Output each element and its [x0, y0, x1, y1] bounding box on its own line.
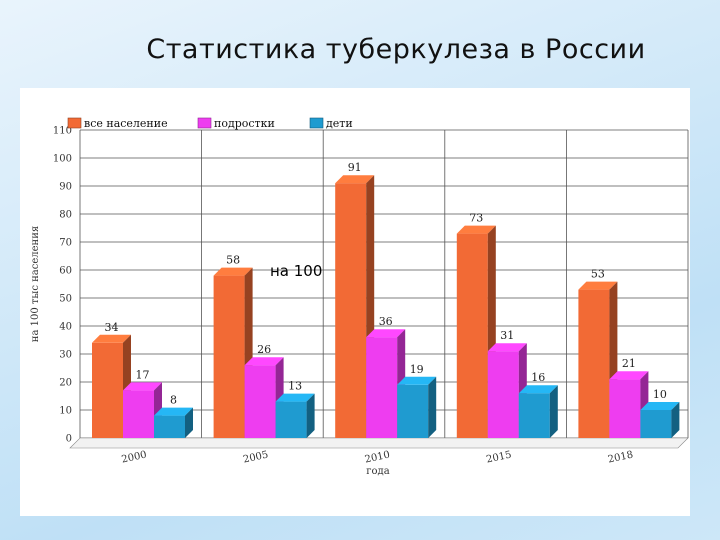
bar-top: [244, 357, 284, 366]
bar: [275, 401, 307, 438]
bar-top: [487, 343, 527, 352]
value-label: 26: [257, 343, 271, 356]
bar: [92, 342, 123, 438]
value-label: 53: [591, 268, 605, 281]
bar-side: [428, 376, 437, 438]
y-tick-label: 30: [59, 350, 72, 361]
value-label: 34: [105, 321, 119, 334]
bar-side: [185, 407, 193, 438]
y-tick-label: 110: [53, 126, 72, 137]
value-label: 31: [500, 329, 514, 342]
y-axis-title: на 100 тыс населения: [30, 226, 41, 342]
y-tick-label: 50: [59, 294, 72, 305]
value-label: 19: [410, 363, 424, 376]
x-tick-label: 2018: [607, 450, 634, 466]
value-label: 16: [531, 371, 545, 384]
y-tick-label: 40: [59, 322, 72, 333]
bar-top: [335, 175, 375, 184]
bar: [244, 365, 276, 438]
bar-top: [123, 382, 162, 391]
bar: [578, 289, 610, 438]
grid: 0 10 20 30 40 50 60 70 80 90 100 110 2000 2005 2010 201…: [53, 126, 689, 466]
bars: [92, 175, 680, 438]
y-tick-label: 80: [59, 210, 72, 221]
x-tick-label: 2000: [121, 450, 148, 466]
bar: [640, 410, 672, 438]
bar: [213, 275, 245, 438]
bar-top: [456, 225, 496, 234]
bar-top: [213, 267, 253, 276]
y-tick-label: 100: [53, 154, 72, 165]
legend-swatch: [67, 117, 82, 129]
bar-side: [306, 393, 315, 438]
legend-label: подростки: [214, 117, 275, 130]
bar-top: [518, 385, 558, 394]
bar-top: [92, 334, 131, 343]
chart-floor: [69, 437, 689, 449]
value-label: 13: [288, 380, 302, 393]
slide-title: Статистика туберкулеза в России: [146, 34, 646, 65]
value-label: 8: [170, 394, 177, 407]
bar-side: [671, 402, 680, 438]
legend: все население подростки дети: [67, 117, 353, 130]
value-label: 21: [622, 357, 636, 370]
x-tick-label: 2005: [242, 450, 269, 466]
bar: [456, 233, 488, 438]
x-axis-title: года: [366, 466, 389, 477]
x-tick-label: 2010: [364, 450, 391, 466]
legend-swatch: [309, 117, 324, 129]
bar: [154, 415, 185, 438]
value-labels: 34 58 91 73 53 17 26 36 31 21 8 13 19 16 10: [105, 161, 667, 406]
bar: [487, 351, 519, 438]
bar-top: [275, 393, 315, 402]
bar-top: [640, 402, 680, 410]
bar: [123, 390, 154, 438]
value-label: 91: [348, 161, 362, 174]
y-tick-label: 90: [59, 182, 72, 193]
bar: [335, 183, 367, 438]
legend-label: все население: [84, 117, 168, 130]
y-tick-label: 70: [59, 238, 72, 249]
value-label: 73: [469, 212, 483, 225]
bar: [609, 379, 641, 438]
value-label: 58: [226, 254, 240, 267]
y-tick-label: 20: [59, 378, 72, 389]
value-label: 36: [379, 315, 393, 328]
bar-top: [397, 376, 437, 385]
x-tick-label: 2015: [485, 450, 512, 466]
chart-panel: 0 10 20 30 40 50 60 70 80 90 100 110 2000 2005 2010 201…: [20, 88, 690, 516]
value-label: 10: [653, 388, 667, 401]
bar: [518, 393, 550, 438]
y-tick-label: 60: [59, 266, 72, 277]
y-tick-label: 0: [66, 434, 72, 445]
y-tick-label: 10: [59, 406, 72, 417]
bar-top: [366, 329, 406, 338]
legend-label: дети: [326, 117, 353, 130]
bar: [366, 337, 398, 438]
bar: [397, 384, 429, 438]
value-label: 17: [136, 368, 150, 381]
bar-top: [154, 407, 193, 416]
legend-swatch: [197, 117, 212, 129]
bar-chart: 0 10 20 30 40 50 60 70 80 90 100 110 2000 2005 2010 201…: [30, 117, 689, 477]
bar-side: [549, 385, 558, 438]
bar-top: [578, 281, 618, 290]
chart-annotation: на 100: [270, 262, 322, 280]
bar-top: [609, 371, 649, 380]
